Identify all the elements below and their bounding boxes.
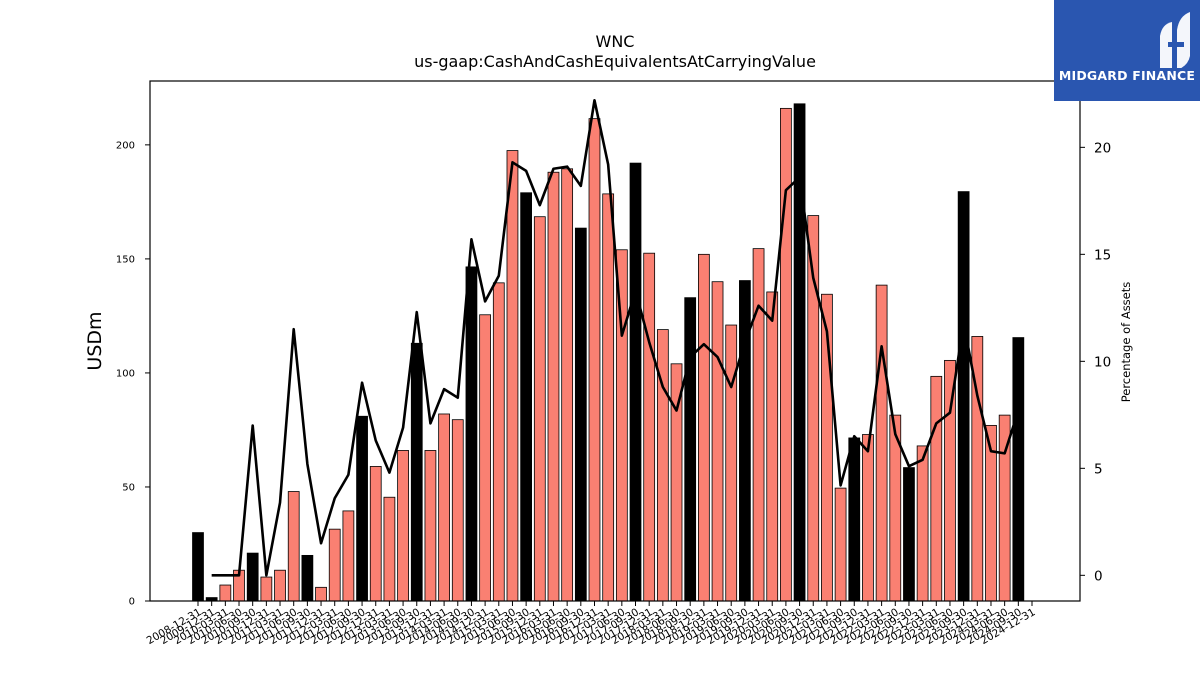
y-axis-label: USDm <box>84 311 106 370</box>
y2-tick-label-5: 5 <box>1094 461 1103 477</box>
y-tick-label-50: 50 <box>122 482 135 493</box>
bar-2021-09-30 <box>848 437 861 602</box>
bar-2019-03-31 <box>711 281 724 602</box>
bar-2010-09-30 <box>246 552 259 602</box>
bar-2022-03-31 <box>875 284 888 602</box>
bar-2012-12-31 <box>369 466 382 602</box>
brand-logo-text: MIDGARD FINANCE <box>1058 68 1196 83</box>
bar-2022-12-31 <box>916 445 929 602</box>
y-tick-label-150: 150 <box>116 254 135 265</box>
plot-frame <box>149 80 1081 602</box>
bar-2024-09-30 <box>1012 337 1025 602</box>
bar-2013-12-31 <box>424 450 437 602</box>
bar-2019-06-30 <box>725 324 738 602</box>
bar-2023-03-31 <box>930 375 943 602</box>
bar-2016-06-30 <box>561 168 574 602</box>
bar-2013-03-31 <box>383 496 396 602</box>
bar-2014-12-31 <box>479 314 491 602</box>
y2-tick-label-15: 15 <box>1094 247 1111 263</box>
chart-title: WNC <box>595 32 635 51</box>
bar-2015-12-31 <box>533 216 546 602</box>
bar-2011-12-31 <box>315 586 327 602</box>
bar-2021-12-31 <box>862 434 874 602</box>
bar-2012-06-30 <box>342 510 355 602</box>
bar-2021-06-30 <box>834 487 847 602</box>
bar-2016-09-30 <box>574 227 587 602</box>
y-tick-label-100: 100 <box>116 368 135 379</box>
brand-logo: MIDGARD FINANCE <box>1054 0 1200 101</box>
bar-2012-09-30 <box>356 415 368 602</box>
bar-2020-06-30 <box>780 107 792 602</box>
bar-2012-03-31 <box>328 528 341 602</box>
bar-2017-09-30 <box>629 162 642 602</box>
bar-2008-12-31 <box>192 532 204 602</box>
bar-2019-12-31 <box>752 248 765 602</box>
bar-2013-09-30 <box>410 342 423 602</box>
bar-2018-12-31 <box>698 253 710 602</box>
bar-2010-12-31 <box>260 576 273 602</box>
bar-2015-06-30 <box>506 150 519 602</box>
y2-tick-label-20: 20 <box>1094 140 1111 156</box>
y2-axis-label: Percentage of Assets <box>1119 282 1133 403</box>
brand-logo-icon <box>1160 12 1190 68</box>
axes-group: 050100150200051015202008-12-312009-12-31… <box>84 80 1133 647</box>
chart-subtitle: us-gaap:CashAndCashEquivalentsAtCarrying… <box>414 52 816 71</box>
bar-2014-09-30 <box>465 266 478 602</box>
bar-2011-03-31 <box>274 569 286 602</box>
bar-2017-12-31 <box>643 252 656 602</box>
y-tick-label-200: 200 <box>116 140 135 151</box>
bar-2022-09-30 <box>903 467 915 602</box>
bar-2010-03-31 <box>219 584 232 602</box>
bar-2015-09-30 <box>520 192 532 602</box>
line-layer <box>211 98 1020 577</box>
bar-2020-03-31 <box>766 291 779 602</box>
bar-2018-09-30 <box>684 297 697 602</box>
bar-2015-03-31 <box>492 282 505 602</box>
bars-group <box>192 103 1025 602</box>
bar-2014-06-30 <box>451 419 464 602</box>
bar-2023-09-30 <box>957 191 970 602</box>
bar-2011-09-30 <box>301 554 314 602</box>
bar-2011-06-30 <box>287 491 300 602</box>
y2-tick-label-10: 10 <box>1094 354 1111 370</box>
bar-2013-06-30 <box>397 450 409 602</box>
bar-2023-06-30 <box>944 359 956 602</box>
y-tick-label-0: 0 <box>129 597 135 608</box>
bar-2014-03-31 <box>438 413 450 602</box>
y2-tick-label-0: 0 <box>1094 568 1103 584</box>
percentage-line <box>211 98 1020 577</box>
bar-2017-03-31 <box>602 193 615 602</box>
bar-2016-12-31 <box>588 118 601 602</box>
bar-2016-03-31 <box>547 171 560 602</box>
